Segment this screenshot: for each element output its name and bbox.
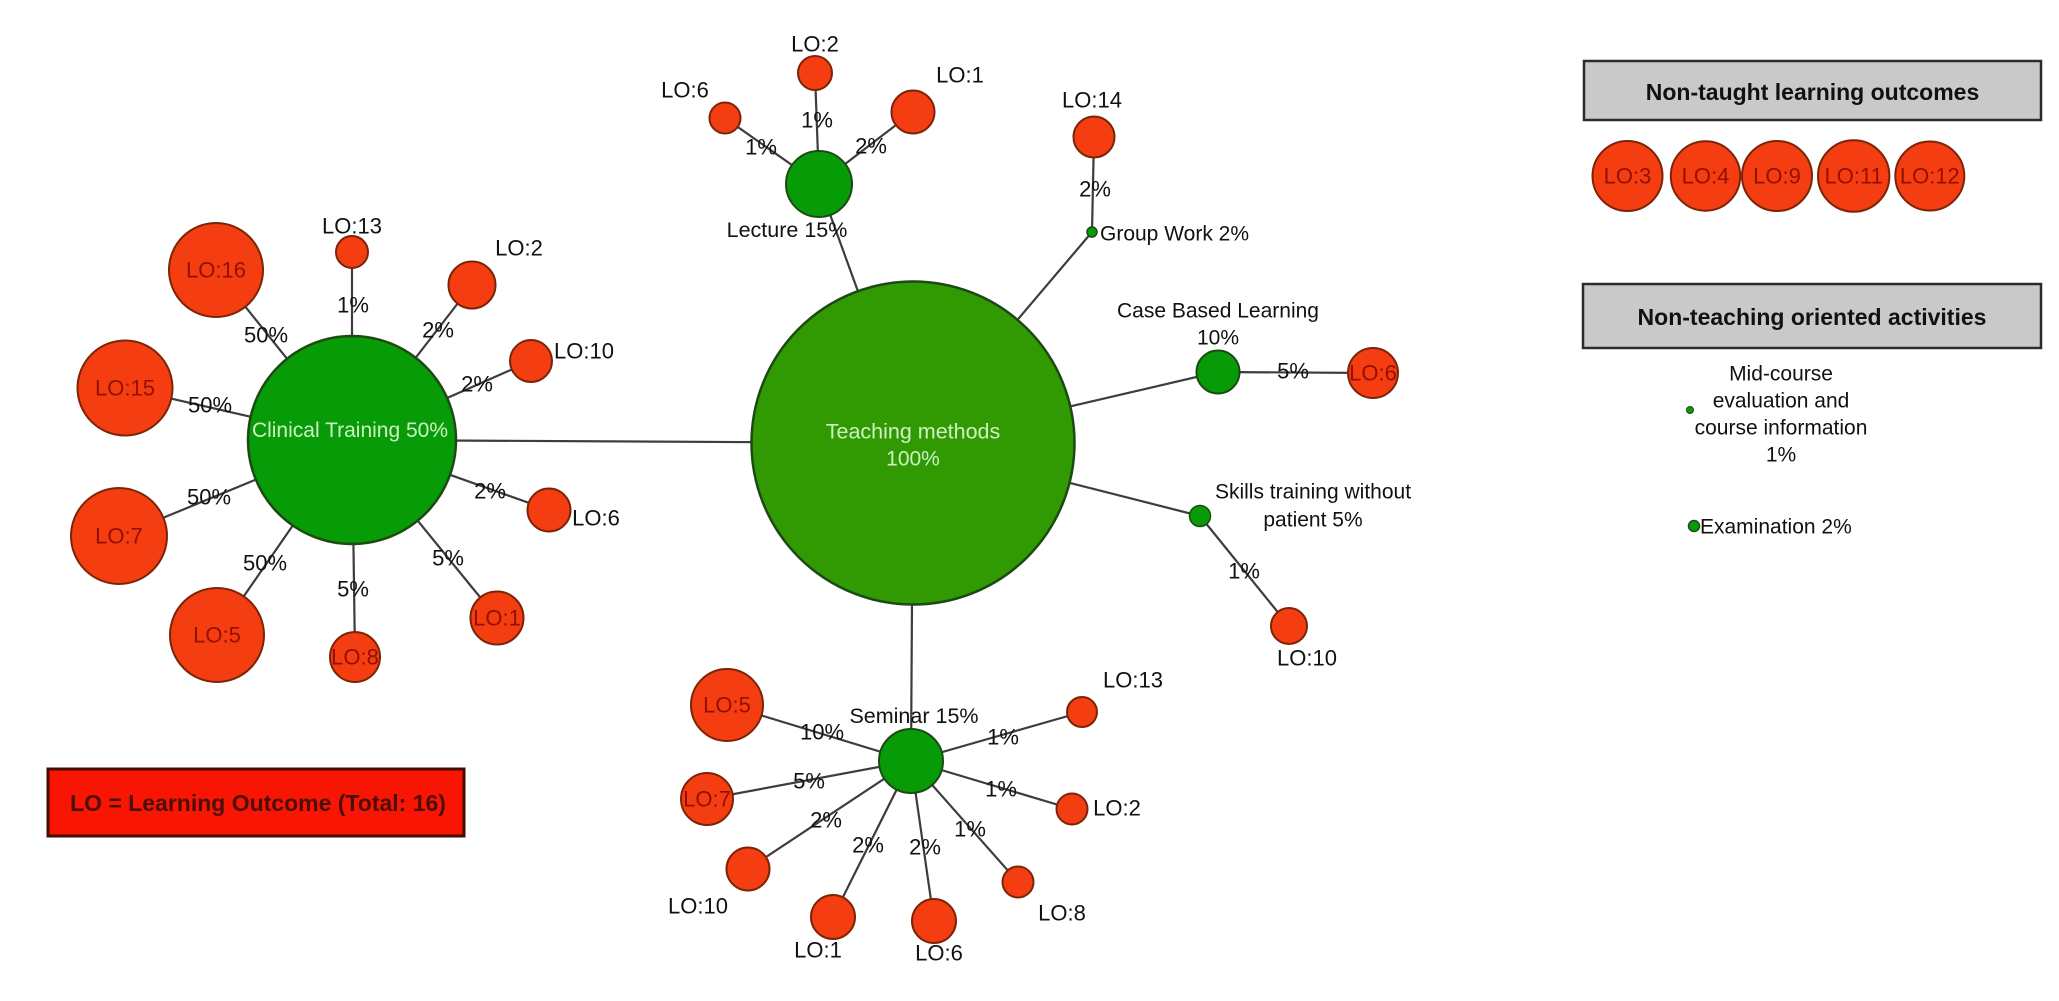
svg-text:1%: 1% <box>954 817 986 842</box>
svg-text:LO:2: LO:2 <box>1093 796 1141 821</box>
svg-text:LO:1: LO:1 <box>936 63 984 88</box>
svg-text:LO:13: LO:13 <box>1103 668 1163 693</box>
svg-text:5%: 5% <box>432 546 464 571</box>
svg-text:Non-teaching oriented activiti: Non-teaching oriented activities <box>1638 304 1987 330</box>
svg-text:1%: 1% <box>1228 559 1260 584</box>
svg-text:LO:2: LO:2 <box>791 32 839 57</box>
svg-text:LO:1: LO:1 <box>794 938 842 963</box>
svg-text:LO:6: LO:6 <box>661 78 709 103</box>
svg-text:LO:5: LO:5 <box>193 623 241 648</box>
svg-text:1%: 1% <box>337 293 369 318</box>
svg-text:LO:7: LO:7 <box>95 524 143 549</box>
svg-text:Skills training without: Skills training without <box>1215 481 1411 504</box>
svg-text:course information: course information <box>1695 417 1868 440</box>
svg-text:LO:6: LO:6 <box>1349 361 1397 386</box>
svg-text:10%: 10% <box>800 720 844 745</box>
svg-text:LO:6: LO:6 <box>572 506 620 531</box>
svg-text:LO:5: LO:5 <box>703 693 751 718</box>
svg-text:2%: 2% <box>1079 177 1111 202</box>
svg-text:evaluation and: evaluation and <box>1713 390 1850 413</box>
svg-text:LO:10: LO:10 <box>554 339 614 364</box>
svg-text:5%: 5% <box>793 769 825 794</box>
svg-text:2%: 2% <box>461 372 493 397</box>
svg-text:Group Work 2%: Group Work 2% <box>1100 223 1249 246</box>
svg-text:1%: 1% <box>1766 444 1796 467</box>
svg-text:2%: 2% <box>422 318 454 343</box>
svg-text:LO:2: LO:2 <box>495 236 543 261</box>
svg-text:LO:8: LO:8 <box>331 645 379 670</box>
svg-text:LO:13: LO:13 <box>322 214 382 239</box>
svg-text:5%: 5% <box>1277 359 1309 384</box>
svg-text:LO:6: LO:6 <box>915 941 963 966</box>
svg-text:LO:4: LO:4 <box>1682 164 1730 189</box>
svg-text:Seminar 15%: Seminar 15% <box>849 704 978 728</box>
svg-text:Clinical Training 50%: Clinical Training 50% <box>252 419 448 442</box>
svg-text:Case Based Learning: Case Based Learning <box>1117 300 1319 323</box>
svg-text:LO:16: LO:16 <box>186 258 246 283</box>
svg-text:100%: 100% <box>886 448 940 471</box>
svg-text:LO:1: LO:1 <box>473 606 521 631</box>
svg-text:LO:8: LO:8 <box>1038 901 1086 926</box>
svg-text:50%: 50% <box>188 393 232 418</box>
svg-text:Mid-course: Mid-course <box>1729 363 1833 386</box>
svg-text:2%: 2% <box>909 835 941 860</box>
svg-text:1%: 1% <box>801 108 833 133</box>
svg-text:1%: 1% <box>745 135 777 160</box>
svg-text:2%: 2% <box>474 479 506 504</box>
svg-text:LO = Learning Outcome (Total:: LO = Learning Outcome (Total: 16) <box>70 790 446 816</box>
svg-text:LO:15: LO:15 <box>95 376 155 401</box>
svg-text:LO:14: LO:14 <box>1062 88 1122 113</box>
svg-text:LO:12: LO:12 <box>1900 164 1960 189</box>
svg-text:1%: 1% <box>985 777 1017 802</box>
svg-text:LO:10: LO:10 <box>1277 646 1337 671</box>
svg-text:Examination 2%: Examination 2% <box>1700 516 1852 539</box>
svg-text:LO:10: LO:10 <box>668 894 728 919</box>
svg-text:2%: 2% <box>852 833 884 858</box>
svg-text:patient 5%: patient 5% <box>1263 509 1362 532</box>
svg-text:LO:11: LO:11 <box>1825 164 1883 189</box>
svg-text:LO:7: LO:7 <box>683 787 731 812</box>
svg-text:Non-taught learning outcomes: Non-taught learning outcomes <box>1646 79 1980 105</box>
svg-text:2%: 2% <box>810 808 842 833</box>
svg-text:Lecture 15%: Lecture 15% <box>727 218 848 242</box>
svg-text:50%: 50% <box>243 551 287 576</box>
svg-text:5%: 5% <box>337 577 369 602</box>
svg-text:50%: 50% <box>244 323 288 348</box>
svg-text:Teaching methods: Teaching methods <box>826 420 1001 444</box>
svg-text:50%: 50% <box>187 485 231 510</box>
svg-text:1%: 1% <box>987 725 1019 750</box>
svg-text:2%: 2% <box>855 134 887 159</box>
svg-text:LO:9: LO:9 <box>1753 164 1801 189</box>
svg-text:LO:3: LO:3 <box>1604 164 1652 189</box>
svg-text:10%: 10% <box>1197 327 1239 350</box>
